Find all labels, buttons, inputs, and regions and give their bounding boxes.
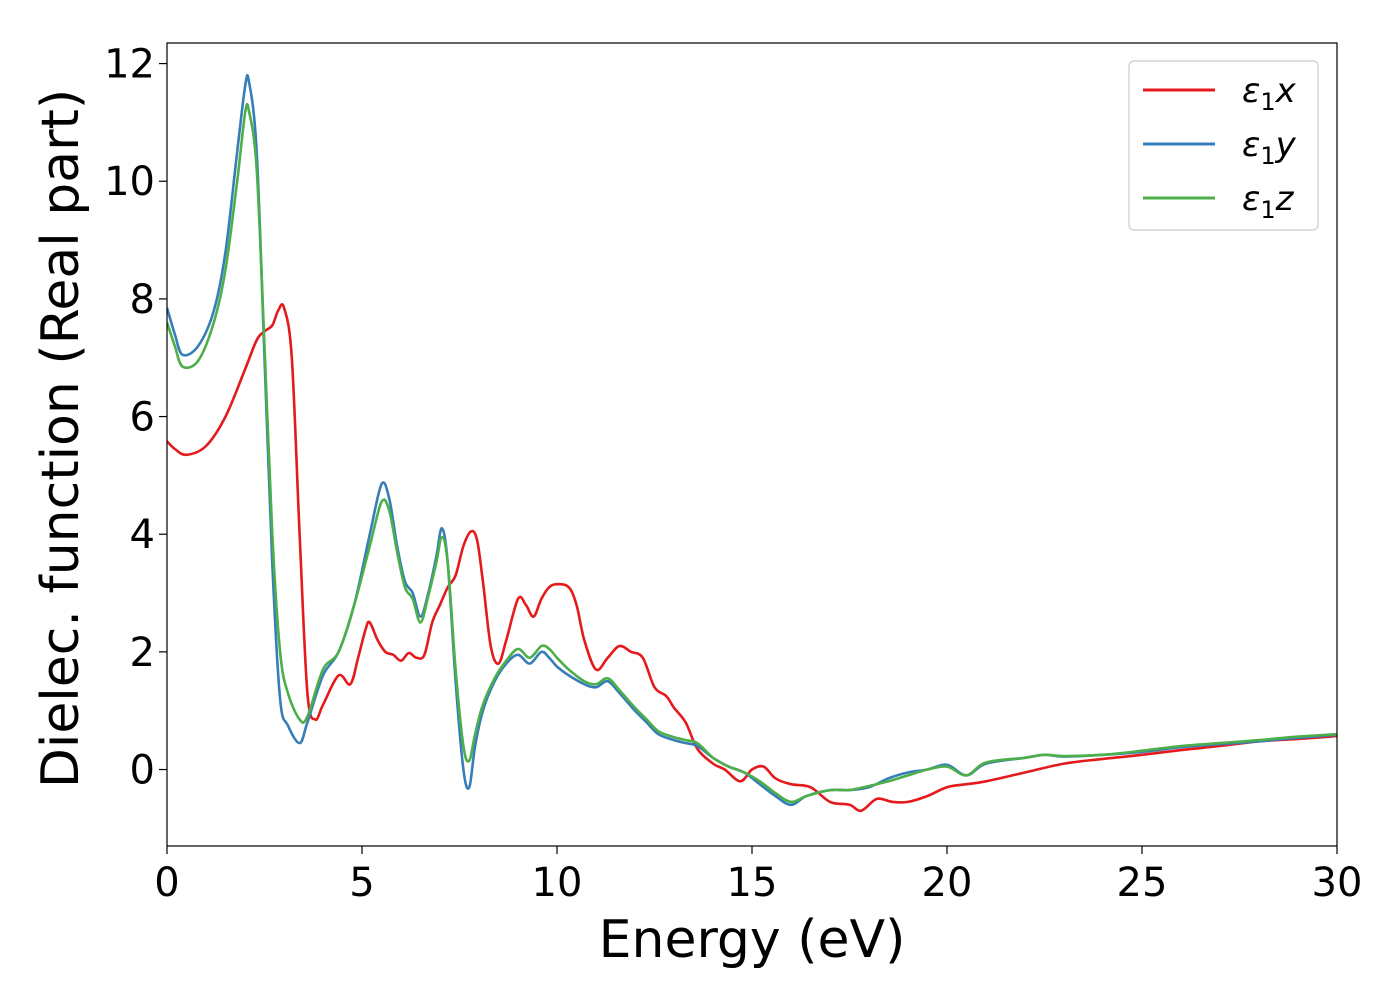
legend: ε1x ε1y ε1z: [1128, 60, 1319, 231]
y-tick-label: 8: [130, 277, 155, 323]
x-tick-label: 30: [1312, 860, 1363, 906]
x-axis: 0 5 10 15 20 25 30: [154, 846, 1362, 906]
x-tick-label: 25: [1117, 860, 1168, 906]
x-tick-label: 15: [727, 860, 778, 906]
y-tick-label: 10: [104, 159, 155, 205]
y-axis: 0 2 4 6 8 10 12: [104, 42, 167, 794]
series-line-0: [167, 303, 1337, 813]
y-tick-label: 6: [130, 395, 155, 441]
y-axis-label: Dielec. function (Real part): [31, 89, 91, 788]
x-tick-label: 10: [532, 860, 583, 906]
y-tick-label: 12: [104, 42, 155, 88]
series-line-2: [167, 102, 1337, 804]
legend-label-1: ε1y: [1242, 125, 1297, 170]
legend-box: [1128, 60, 1319, 231]
x-axis-label: Energy (eV): [599, 910, 906, 970]
legend-label-0: ε1x: [1242, 71, 1297, 116]
plot-lines: [167, 73, 1337, 813]
x-tick-label: 0: [154, 860, 179, 906]
y-tick-label: 0: [130, 748, 155, 794]
y-tick-label: 2: [130, 630, 155, 676]
y-tick-label: 4: [130, 512, 155, 558]
legend-label-2: ε1z: [1242, 179, 1295, 224]
x-tick-label: 5: [349, 860, 374, 906]
x-tick-label: 20: [922, 860, 973, 906]
